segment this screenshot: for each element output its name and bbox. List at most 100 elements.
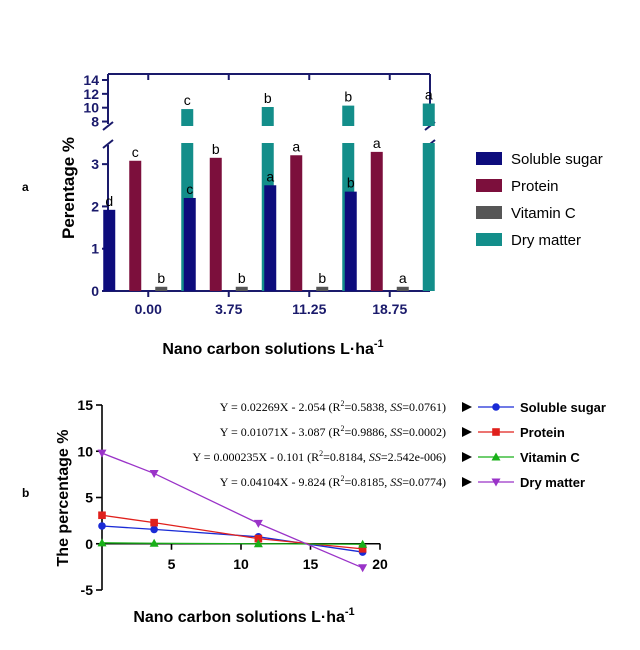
legend-marker xyxy=(491,478,501,487)
data-point-soluble-sugar xyxy=(98,522,106,530)
legend-swatch xyxy=(476,206,502,219)
legend-label: Vitamin C xyxy=(511,205,576,222)
equation-part: SS xyxy=(390,425,402,439)
equation-part: =0.8185, xyxy=(344,475,390,489)
legend-marker xyxy=(492,428,500,436)
equation-part: =0.0761) xyxy=(402,400,446,414)
legend-label: Protein xyxy=(511,178,559,195)
legend-label: Protein xyxy=(520,425,565,440)
bar-dry-matter-upper xyxy=(261,107,274,126)
data-point-protein xyxy=(358,545,367,553)
legend-label: Soluble sugar xyxy=(520,400,606,415)
line-chart-legend: Y = 0.02269X - 2.054 (R2=0.5838, SS=0.07… xyxy=(192,399,606,490)
y-tick-label: 2 xyxy=(91,198,99,214)
legend-label: Soluble sugar xyxy=(511,151,603,168)
bar-dry-matter-upper xyxy=(181,109,194,126)
bar-protein xyxy=(129,160,142,291)
data-point-vitamin-c xyxy=(97,538,107,547)
equation-part: =0.9886, xyxy=(344,425,390,439)
data-point-soluble-sugar xyxy=(150,525,158,534)
series-line-dry-matter xyxy=(101,452,363,569)
y-tick-label: 14 xyxy=(83,72,99,88)
bar-chart-letters: d c b c c b b b a a b b b a a a xyxy=(105,87,433,286)
y-tick-label: 0 xyxy=(85,536,93,552)
significance-letter: b xyxy=(264,90,272,106)
y-tick-label: -5 xyxy=(81,582,94,598)
bar-dry-matter-upper xyxy=(342,105,355,126)
data-point-protein xyxy=(254,534,263,543)
data-point-dry-matter xyxy=(253,519,263,528)
equation-part: 2 xyxy=(340,399,344,408)
equation-part: =0.5838, xyxy=(344,400,390,414)
axis-break-mark xyxy=(102,121,114,131)
significance-letter: b xyxy=(318,270,326,286)
series-line-soluble-sugar xyxy=(101,525,363,553)
x-tick-label: 0.00 xyxy=(135,301,162,317)
equation-part: Y = 0.01071X - 3.087 (R xyxy=(220,425,341,439)
legend-swatch xyxy=(476,152,502,165)
data-point-dry-matter xyxy=(97,449,107,458)
equation-part: =0.0002) xyxy=(402,425,446,439)
equation-part: SS xyxy=(390,475,402,489)
significance-letter: b xyxy=(347,175,355,191)
y-tick-label: 1 xyxy=(91,241,99,257)
bar-chart-bars xyxy=(103,103,435,291)
equation-part: 2 xyxy=(319,449,323,458)
significance-letter: b xyxy=(212,141,220,157)
legend-arrow-icon xyxy=(462,452,472,462)
line-chart-x-axis-label: Nano carbon solutions L·ha-1 xyxy=(133,606,354,626)
bar-soluble-sugar xyxy=(264,185,277,291)
x-tick-label: 5 xyxy=(168,556,176,572)
equation-part: Y = 0.02269X - 2.054 (R xyxy=(220,400,341,414)
x-tick-label: 18.75 xyxy=(372,301,407,317)
bar-vitamin-c xyxy=(316,286,329,291)
legend-marker xyxy=(491,452,501,461)
y-tick-label: 8 xyxy=(91,114,99,130)
equation-part: =0.0774) xyxy=(402,475,446,489)
panel-label-a: a xyxy=(22,180,29,194)
legend-label: Dry matter xyxy=(520,475,585,490)
significance-letter: c xyxy=(184,92,191,108)
equation-part: 2 xyxy=(340,474,344,483)
bar-dry-matter-upper xyxy=(422,103,435,126)
y-tick-label: 0 xyxy=(91,283,99,299)
significance-letter: d xyxy=(105,193,113,209)
significance-letter: b xyxy=(157,270,165,286)
equation-part: Y = 0.04104X - 9.824 (R xyxy=(220,475,341,489)
equation-part: SS xyxy=(390,400,402,414)
x-tick-label: 20 xyxy=(372,556,388,572)
y-tick-label: 10 xyxy=(77,443,93,459)
significance-letter: a xyxy=(266,168,274,184)
legend-arrow-icon xyxy=(462,427,472,437)
significance-letter: b xyxy=(344,89,352,105)
x-tick-label: 3.75 xyxy=(215,301,242,317)
data-point-protein xyxy=(150,518,158,527)
bar-soluble-sugar xyxy=(103,209,116,291)
bar-vitamin-c xyxy=(235,286,248,291)
bar-chart-y-axis-label: Perentage % xyxy=(59,137,78,239)
legend-arrow-icon xyxy=(462,402,472,412)
legend-swatch xyxy=(476,233,502,246)
legend-arrow-icon xyxy=(462,477,472,487)
regression-equation: Y = 0.01071X - 3.087 (R2=0.9886, SS=0.00… xyxy=(220,424,446,439)
bar-protein xyxy=(290,155,303,291)
bar-chart-legend: Soluble sugar Protein Vitamin C Dry matter xyxy=(476,151,603,249)
x-tick-label: 10 xyxy=(233,556,249,572)
significance-letter: b xyxy=(238,270,246,286)
data-point-vitamin-c xyxy=(253,539,263,548)
bar-vitamin-c xyxy=(155,286,168,291)
bar-chart-x-axis-label: Nano carbon solutions L·ha-1 xyxy=(162,338,383,358)
axis-break-mark xyxy=(102,139,114,149)
data-point-dry-matter xyxy=(149,469,159,478)
data-point-vitamin-c xyxy=(358,539,368,548)
regression-equation: Y = 0.04104X - 9.824 (R2=0.8185, SS=0.07… xyxy=(220,474,446,489)
regression-equation: Y = 0.02269X - 2.054 (R2=0.5838, SS=0.07… xyxy=(220,399,446,414)
equation-part: =2.542e-006) xyxy=(381,450,446,464)
equation-part: SS xyxy=(369,450,381,464)
bar-vitamin-c xyxy=(396,286,409,291)
data-point-protein xyxy=(98,511,106,520)
y-tick-label: 12 xyxy=(83,86,99,102)
bar-dry-matter-lower xyxy=(422,143,435,291)
